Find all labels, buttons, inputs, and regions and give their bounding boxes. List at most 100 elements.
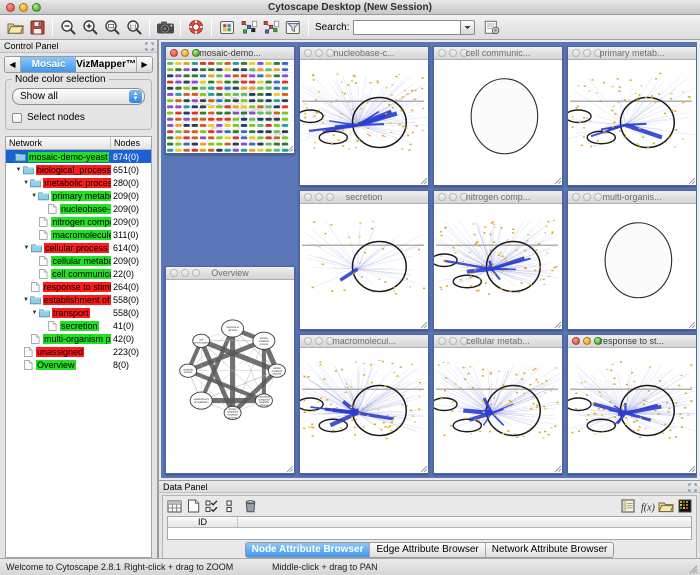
select-all-icon[interactable] bbox=[223, 498, 240, 514]
minimize-button[interactable] bbox=[19, 3, 28, 12]
network-canvas[interactable]: ab ab ab ab ab ab ab ab ab ab ab ab ab ab ab ab ab bbox=[568, 60, 696, 185]
zoom-in-icon[interactable] bbox=[79, 17, 101, 38]
minimize-button[interactable] bbox=[315, 49, 323, 57]
tree-row[interactable]: ▼ biological_process 651(0) bbox=[6, 163, 151, 176]
resize-grip-icon[interactable] bbox=[553, 464, 562, 473]
tab-mosaic[interactable]: Mosaic bbox=[21, 57, 77, 72]
tree-row[interactable]: ▼ cellular process 614(0) bbox=[6, 241, 151, 254]
select-nodes-row[interactable]: Select nodes bbox=[12, 112, 145, 123]
zoom-button[interactable] bbox=[326, 49, 334, 57]
network-canvas[interactable] bbox=[434, 60, 562, 185]
formula-icon[interactable]: f(x) bbox=[638, 498, 655, 514]
attribute-table[interactable]: ID bbox=[167, 516, 692, 540]
tree-row[interactable]: nitrogen compo 209(0) bbox=[6, 215, 151, 228]
resize-grip-icon[interactable] bbox=[688, 564, 698, 574]
tree-row[interactable]: Overview 8(0) bbox=[6, 358, 151, 371]
network-canvas[interactable]: ab ab ab ab ab ab ab bbox=[300, 204, 428, 329]
network-tree[interactable]: Network Nodes mosaic-demo-yeast 874(0) ▼ bi… bbox=[5, 136, 152, 558]
camera-icon[interactable] bbox=[154, 17, 176, 38]
tree-row[interactable]: ▼ metabolic process 280(0) bbox=[6, 176, 151, 189]
network-canvas[interactable]: ab ab ab ab ab ab ab ab ab ab ab ab ab ab ab ab ab ab ab ab bbox=[434, 204, 562, 329]
search-input[interactable] bbox=[353, 19, 462, 35]
zoom-button[interactable] bbox=[460, 337, 468, 345]
chevron-down-icon[interactable] bbox=[460, 19, 476, 35]
disclosure-triangle-icon[interactable]: ▼ bbox=[31, 192, 38, 199]
minimize-button[interactable] bbox=[449, 337, 457, 345]
table-grid-icon[interactable] bbox=[166, 498, 183, 514]
save-disk-icon[interactable] bbox=[26, 17, 48, 38]
node-attribute-icon[interactable] bbox=[216, 17, 238, 38]
lifesaver-icon[interactable] bbox=[185, 17, 207, 38]
network-view-window[interactable]: multi-organis... bbox=[567, 190, 697, 330]
minimize-button[interactable] bbox=[583, 49, 591, 57]
zoom-button[interactable] bbox=[594, 337, 602, 345]
network-canvas[interactable]: ab ab ab ab ab ab ab ab ab ab ab ab ab ab ab ab ab bbox=[568, 348, 696, 473]
minimize-button[interactable] bbox=[583, 337, 591, 345]
minimize-button[interactable] bbox=[583, 193, 591, 201]
tabs-prev-arrow[interactable]: ◀ bbox=[5, 57, 21, 72]
network-canvas[interactable] bbox=[568, 204, 696, 329]
zoom-button[interactable] bbox=[192, 269, 200, 277]
close-button[interactable] bbox=[438, 49, 446, 57]
minimize-button[interactable] bbox=[315, 193, 323, 201]
close-button[interactable] bbox=[572, 337, 580, 345]
network-tree-body[interactable]: mosaic-demo-yeast 874(0) ▼ biological_proce… bbox=[6, 150, 151, 557]
minimize-button[interactable] bbox=[449, 193, 457, 201]
heatmap-icon[interactable] bbox=[676, 498, 693, 514]
resize-grip-icon[interactable] bbox=[553, 320, 562, 329]
close-button[interactable] bbox=[170, 269, 178, 277]
network-view-window[interactable]: secretion ab ab ab ab ab ab ab bbox=[299, 190, 429, 330]
resize-grip-icon[interactable] bbox=[687, 176, 696, 185]
disclosure-triangle-icon[interactable]: ▼ bbox=[22, 296, 29, 303]
select-nodes-checkbox[interactable] bbox=[12, 112, 22, 123]
resize-grip-icon[interactable] bbox=[285, 464, 294, 473]
disclosure-triangle-icon[interactable]: ▼ bbox=[31, 309, 38, 316]
tree-row[interactable]: cellular metabo 209(0) bbox=[6, 254, 151, 267]
float-data-panel-icon[interactable] bbox=[688, 483, 697, 492]
tree-row[interactable]: ▼ transport 558(0) bbox=[6, 306, 151, 319]
close-button[interactable] bbox=[304, 337, 312, 345]
node-color-select[interactable]: Show all ▲ ▼ bbox=[12, 88, 145, 105]
zoom-button[interactable] bbox=[326, 193, 334, 201]
tab-network-attribute-browser[interactable]: Network Attribute Browser bbox=[491, 544, 608, 555]
network-view-window[interactable]: primary metab... ab ab ab ab ab ab ab ab ab ab ab ab… bbox=[567, 46, 697, 186]
tab-edge-attribute-browser[interactable]: Edge Attribute Browser bbox=[370, 543, 486, 557]
close-button[interactable] bbox=[438, 193, 446, 201]
zoom-selected-icon[interactable] bbox=[101, 17, 123, 38]
zoom-button[interactable] bbox=[594, 193, 602, 201]
network-view-window[interactable]: macromolecul... ab ab ab ab ab ab ab ab ab ab ab ab a… bbox=[299, 334, 429, 474]
network-view-window[interactable]: cell communic... bbox=[433, 46, 563, 186]
network-view-window[interactable]: response to st... ab ab ab ab ab ab ab ab ab ab ab a… bbox=[567, 334, 697, 474]
resize-grip-icon[interactable] bbox=[687, 464, 696, 473]
minimize-button[interactable] bbox=[181, 49, 189, 57]
minimize-button[interactable] bbox=[449, 49, 457, 57]
select-attributes-icon[interactable] bbox=[204, 498, 221, 514]
tabs-next-arrow[interactable]: ▶ bbox=[136, 57, 152, 72]
zoom-fit-icon[interactable]: 1:1 bbox=[123, 17, 145, 38]
resize-grip-icon[interactable] bbox=[553, 176, 562, 185]
close-button[interactable] bbox=[572, 193, 580, 201]
close-button[interactable] bbox=[170, 49, 178, 57]
tree-row[interactable]: ▼ establishment of lo558(0) bbox=[6, 293, 151, 306]
tree-row[interactable]: macromolecule 311(0) bbox=[6, 228, 151, 241]
tree-row[interactable]: unassigned 223(0) bbox=[6, 345, 151, 358]
close-button[interactable] bbox=[572, 49, 580, 57]
network-canvas[interactable] bbox=[166, 60, 294, 153]
resize-grip-icon[interactable] bbox=[419, 320, 428, 329]
zoom-button[interactable] bbox=[460, 49, 468, 57]
tree-row[interactable]: multi-organism pro42(0) bbox=[6, 332, 151, 345]
close-button[interactable] bbox=[6, 3, 15, 12]
network-view-window[interactable]: nitrogen comp... ab ab ab ab ab ab ab ab ab ab ab ab… bbox=[433, 190, 563, 330]
float-panel-icon[interactable] bbox=[145, 42, 154, 51]
attribute-table-body[interactable] bbox=[168, 528, 691, 539]
zoom-button[interactable] bbox=[460, 193, 468, 201]
network-desktop[interactable]: mosaic-demo... nucleobase-c... ab ab ab ab ab a… bbox=[161, 42, 697, 478]
close-button[interactable] bbox=[304, 49, 312, 57]
tree-row[interactable]: cell communicat 22(0) bbox=[6, 267, 151, 280]
disclosure-triangle-icon[interactable]: ▼ bbox=[23, 179, 30, 186]
tab-vizmapper[interactable]: VizMapper™ bbox=[76, 59, 136, 70]
attribute-browser-tabs[interactable]: Node Attribute Browser Edge Attribute Br… bbox=[163, 542, 696, 558]
zoom-button[interactable] bbox=[326, 337, 334, 345]
tree-row[interactable]: mosaic-demo-yeast 874(0) bbox=[6, 150, 151, 163]
delete-trash-icon[interactable] bbox=[242, 498, 259, 514]
